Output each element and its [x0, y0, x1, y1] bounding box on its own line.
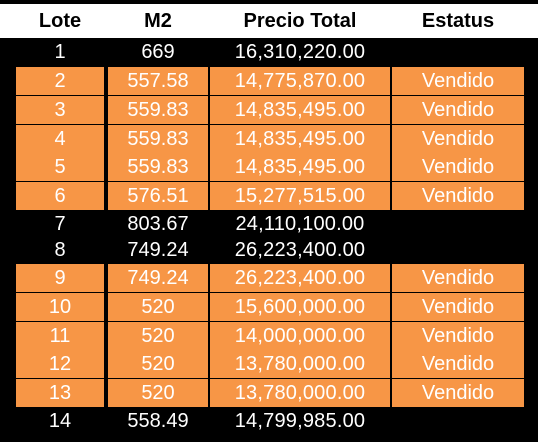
- lote-cell: 2: [16, 67, 104, 95]
- lote-cell: 12: [16, 350, 104, 378]
- m2-cell: 559.83: [108, 96, 208, 124]
- precio-cell: 14,799,985.00: [210, 407, 390, 435]
- precio-cell: 24,110,100.00: [210, 210, 390, 238]
- estatus-cell: [392, 210, 524, 238]
- precio-cell: 14,835,495.00: [210, 96, 390, 124]
- estatus-cell: Vendido: [392, 264, 524, 292]
- lote-cell: 13: [16, 379, 104, 407]
- header-lote: Lote: [38, 9, 82, 32]
- precio-cell: 13,780,000.00: [210, 379, 390, 407]
- m2-cell: 520: [108, 322, 208, 350]
- m2-cell: 520: [108, 379, 208, 407]
- table-row: 10 520 15,600,000.00 Vendido: [0, 293, 538, 321]
- m2-cell: 749.24: [108, 264, 208, 292]
- table-row: 5 559.83 14,835,495.00 Vendido: [0, 153, 538, 181]
- table-row: 11 520 14,000,000.00 Vendido: [0, 322, 538, 350]
- estatus-cell: Vendido: [392, 293, 524, 321]
- estatus-cell: Vendido: [392, 153, 524, 181]
- m2-cell: 559.83: [108, 153, 208, 181]
- lote-cell: 10: [16, 293, 104, 321]
- m2-cell: 749.24: [108, 236, 208, 264]
- header-estatus: Estatus: [421, 9, 495, 32]
- m2-cell: 669: [108, 38, 208, 66]
- m2-cell: 520: [108, 350, 208, 378]
- estatus-cell: Vendido: [392, 182, 524, 210]
- table-row: 2 557.58 14,775,870.00 Vendido: [0, 67, 538, 95]
- table-row: 13 520 13,780,000.00 Vendido: [0, 379, 538, 407]
- table-row: 8 749.24 26,223,400.00: [0, 236, 538, 264]
- lote-cell: 6: [16, 182, 104, 210]
- precio-cell: 26,223,400.00: [210, 264, 390, 292]
- estatus-cell: Vendido: [392, 67, 524, 95]
- estatus-cell: Vendido: [392, 350, 524, 378]
- m2-cell: 558.49: [108, 407, 208, 435]
- table-row: 6 576.51 15,277,515.00 Vendido: [0, 182, 538, 210]
- estatus-cell: [392, 38, 524, 66]
- precio-cell: 13,780,000.00: [210, 350, 390, 378]
- estatus-cell: Vendido: [392, 96, 524, 124]
- table-row: 4 559.83 14,835,495.00 Vendido: [0, 125, 538, 153]
- m2-cell: 803.67: [108, 210, 208, 238]
- precio-cell: 15,600,000.00: [210, 293, 390, 321]
- lote-cell: 11: [16, 322, 104, 350]
- m2-cell: 559.83: [108, 125, 208, 153]
- lote-cell: 7: [16, 210, 104, 238]
- table-header-row: Lote M2 Precio Total Estatus: [0, 4, 538, 38]
- m2-cell: 557.58: [108, 67, 208, 95]
- precio-cell: 14,775,870.00: [210, 67, 390, 95]
- estatus-cell: Vendido: [392, 125, 524, 153]
- table-row: 3 559.83 14,835,495.00 Vendido: [0, 96, 538, 124]
- m2-cell: 520: [108, 293, 208, 321]
- precio-cell: 14,000,000.00: [210, 322, 390, 350]
- lote-cell: 3: [16, 96, 104, 124]
- table-row: 12 520 13,780,000.00 Vendido: [0, 350, 538, 378]
- precio-cell: 14,835,495.00: [210, 153, 390, 181]
- lote-cell: 9: [16, 264, 104, 292]
- precio-cell: 26,223,400.00: [210, 236, 390, 264]
- precio-cell: 14,835,495.00: [210, 125, 390, 153]
- table-row: 9 749.24 26,223,400.00 Vendido: [0, 264, 538, 292]
- lote-cell: 14: [16, 407, 104, 435]
- lote-cell: 8: [16, 236, 104, 264]
- lote-cell: 4: [16, 125, 104, 153]
- lote-cell: 5: [16, 153, 104, 181]
- table-row: 1 669 16,310,220.00: [0, 38, 538, 66]
- table-row: 14 558.49 14,799,985.00: [0, 407, 538, 435]
- precio-cell: 15,277,515.00: [210, 182, 390, 210]
- lote-cell: 1: [16, 38, 104, 66]
- estatus-cell: Vendido: [392, 379, 524, 407]
- header-m2: M2: [144, 9, 172, 32]
- estatus-cell: [392, 236, 524, 264]
- table-row: 7 803.67 24,110,100.00: [0, 210, 538, 238]
- precio-cell: 16,310,220.00: [210, 38, 390, 66]
- m2-cell: 576.51: [108, 182, 208, 210]
- estatus-cell: Vendido: [392, 322, 524, 350]
- header-precio-total: Precio Total: [243, 9, 357, 32]
- estatus-cell: [392, 407, 524, 435]
